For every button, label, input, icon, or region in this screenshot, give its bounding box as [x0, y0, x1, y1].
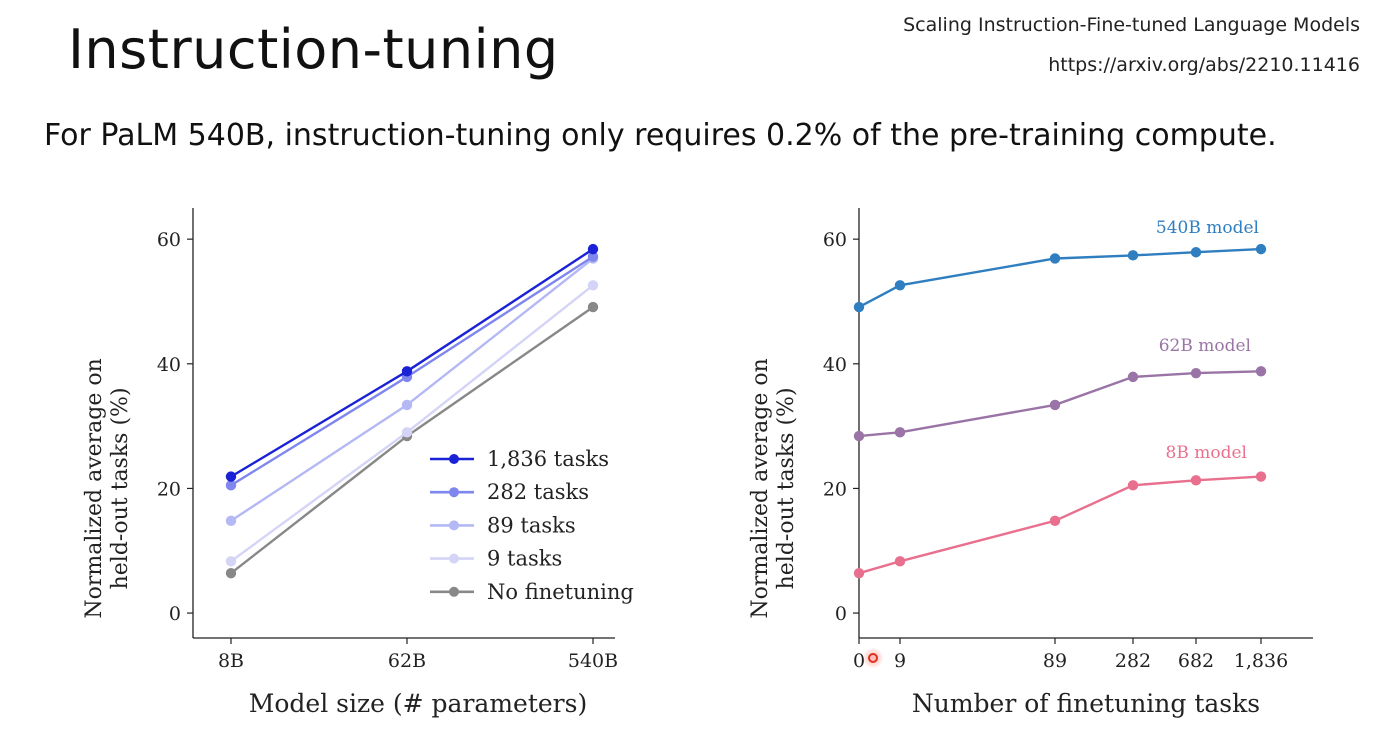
x-tick-label: 62B: [388, 650, 426, 672]
x-tick-label: 9: [894, 650, 906, 672]
data-point: [1127, 250, 1139, 261]
series-label: 62B model: [1159, 336, 1251, 356]
y-tick-label: 60: [823, 229, 847, 251]
x-tick-label: 682: [1178, 650, 1214, 672]
data-point: [401, 427, 413, 438]
series-line-8b-model: [858, 475, 1262, 575]
data-point: [1049, 253, 1061, 264]
finetuning-tasks-chart: 0 20 40 60 Normalized average on held-out tas…: [748, 208, 1313, 718]
slide-subtitle: For PaLM 540B, instruction-tuning only r…: [44, 118, 1277, 153]
legend: 1,836 tasks 282 tasks 89 tasks 9 tasks No fi…: [430, 447, 634, 604]
data-point: [225, 471, 237, 482]
data-point: [853, 567, 865, 579]
y-tick-label: 0: [835, 603, 847, 625]
series-line-1-836-tasks: [230, 248, 594, 478]
slide-title: Instruction-tuning: [68, 18, 559, 81]
legend-swatch-dot: [449, 586, 459, 597]
legend-label: 89 tasks: [487, 513, 576, 537]
data-point: [587, 301, 599, 313]
y-axis-label-line-1: Normalized average on: [82, 358, 107, 618]
x-tick-label: 8B: [218, 650, 244, 672]
data-point: [1255, 471, 1267, 482]
data-point: [225, 515, 237, 527]
y-axis-label-line-2: held-out tasks (%): [774, 387, 799, 589]
data-point: [894, 556, 906, 567]
x-tick-label: 0: [853, 650, 865, 672]
data-point: [1255, 243, 1267, 255]
data-point: [894, 280, 906, 291]
x-tick-label: 540B: [568, 650, 618, 672]
x-tick-label: 1,836: [1234, 650, 1288, 672]
legend-label: 282 tasks: [487, 480, 589, 504]
data-point: [587, 280, 599, 291]
data-point: [894, 427, 906, 438]
series-label: 540B model: [1156, 218, 1259, 238]
legend-item: 1,836 tasks: [430, 447, 609, 471]
legend-item: 89 tasks: [430, 513, 576, 537]
series-line-62b-model: [858, 370, 1262, 438]
x-axis-label: Model size (# parameters): [249, 689, 587, 718]
y-tick-label: 40: [157, 354, 181, 376]
legend-swatch-dot: [449, 454, 459, 464]
data-point: [225, 556, 237, 567]
data-point: [1190, 367, 1202, 379]
y-axis-label: Normalized average on held-out tasks (%): [748, 358, 799, 618]
x-tick-label: 89: [1043, 650, 1067, 672]
y-tick-label: 0: [169, 603, 181, 625]
data-point: [1255, 366, 1267, 377]
y-axis-label-line-2: held-out tasks (%): [108, 387, 133, 589]
y-axis-label: Normalized average on held-out tasks (%): [82, 358, 133, 618]
x-axis-label: Number of finetuning tasks: [912, 689, 1260, 718]
legend-item: 282 tasks: [430, 480, 589, 504]
legend-swatch-dot: [449, 553, 459, 564]
data-point: [1049, 515, 1061, 527]
data-point: [225, 567, 237, 579]
data-point: [1127, 371, 1139, 383]
x-tick-label: 282: [1115, 650, 1151, 672]
y-tick-label: 20: [823, 478, 847, 500]
legend-swatch-dot: [449, 520, 459, 531]
data-point: [1190, 247, 1202, 258]
y-axis-label-line-1: Normalized average on: [748, 358, 773, 618]
pointer-cursor-icon: [863, 648, 883, 668]
data-point: [1127, 480, 1139, 491]
legend-label: 1,836 tasks: [487, 447, 609, 471]
legend-item: No finetuning: [430, 580, 634, 604]
model-size-chart: 0 20 40 60 Normalized average on held-out tas…: [82, 208, 634, 718]
data-point: [587, 251, 599, 262]
y-tick-label: 20: [157, 478, 181, 500]
paper-title: Scaling Instruction-Fine-tuned Language …: [903, 14, 1360, 36]
series-line-540b-model: [858, 247, 1262, 309]
data-point: [401, 399, 413, 411]
data-point: [1190, 475, 1202, 486]
legend-label: No finetuning: [487, 580, 634, 604]
data-point: [587, 243, 599, 255]
data-point: [1049, 399, 1061, 411]
data-point: [225, 480, 237, 491]
legend-item: 9 tasks: [430, 547, 562, 571]
legend-swatch-dot: [449, 487, 459, 498]
legend-label: 9 tasks: [487, 547, 562, 571]
y-tick-label: 60: [157, 229, 181, 251]
data-point: [853, 301, 865, 313]
y-tick-label: 40: [823, 354, 847, 376]
data-point: [853, 430, 865, 442]
paper-url[interactable]: https://arxiv.org/abs/2210.11416: [1048, 54, 1360, 76]
series-label: 8B model: [1166, 443, 1247, 463]
data-point: [401, 366, 413, 377]
